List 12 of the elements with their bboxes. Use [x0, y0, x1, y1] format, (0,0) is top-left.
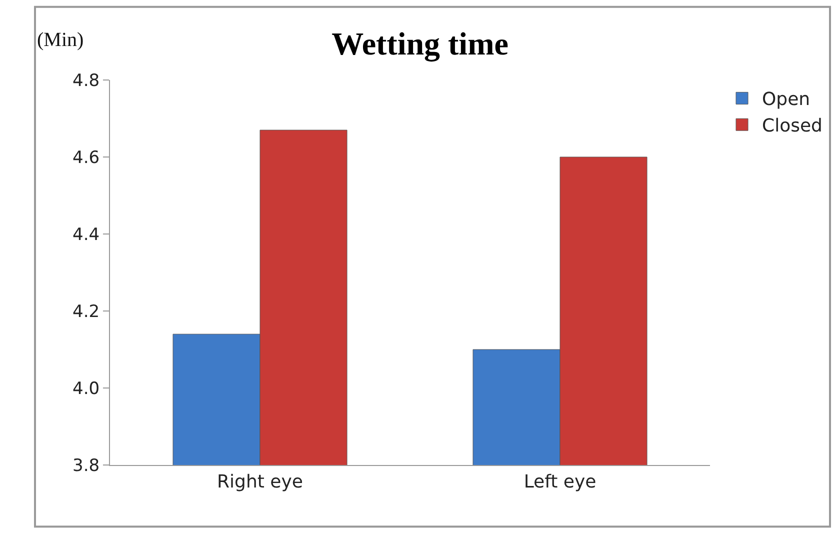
chart-title: Wetting time: [332, 26, 508, 62]
y-tick-label: 4.4: [72, 224, 100, 245]
x-tick-label: Left eye: [524, 472, 596, 493]
legend-label: Closed: [762, 116, 822, 137]
legend-label: Open: [762, 89, 810, 110]
y-axis-title: (Min): [37, 29, 84, 51]
y-tick-label: 4.8: [72, 70, 100, 91]
y-tick-label: 3.8: [72, 456, 100, 476]
y-tick-label: 4.0: [72, 378, 100, 399]
y-tick-label: 4.2: [72, 302, 100, 322]
y-tick-label: 4.6: [72, 148, 100, 168]
x-tick-label: Right eye: [217, 472, 303, 493]
